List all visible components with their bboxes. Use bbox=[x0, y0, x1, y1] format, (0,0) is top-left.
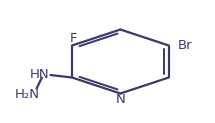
Text: F: F bbox=[69, 32, 77, 45]
Text: H₂N: H₂N bbox=[14, 88, 39, 101]
Text: Br: Br bbox=[178, 39, 192, 52]
Text: HN: HN bbox=[30, 68, 49, 81]
Text: N: N bbox=[115, 93, 125, 106]
